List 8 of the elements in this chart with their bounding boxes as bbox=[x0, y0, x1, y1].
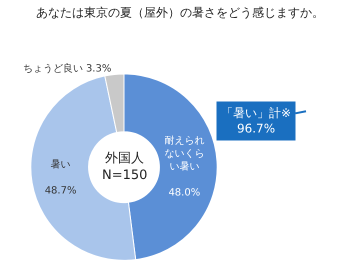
text: 外国人 N=150 bbox=[102, 151, 148, 183]
slice-label: ちょうど良い 3.3% bbox=[22, 62, 112, 75]
data-label: 48.0% bbox=[168, 188, 200, 199]
slice-label: 暑い bbox=[50, 159, 71, 170]
data-label: 48.7% bbox=[44, 185, 76, 196]
text: 「暑い」計※ 96.7% bbox=[221, 106, 292, 136]
slice-label: 耐えられないくらい暑い bbox=[164, 136, 204, 173]
chart-title: あなたは東京の夏（屋外）の暑さをどう感じますか。 bbox=[36, 6, 324, 20]
